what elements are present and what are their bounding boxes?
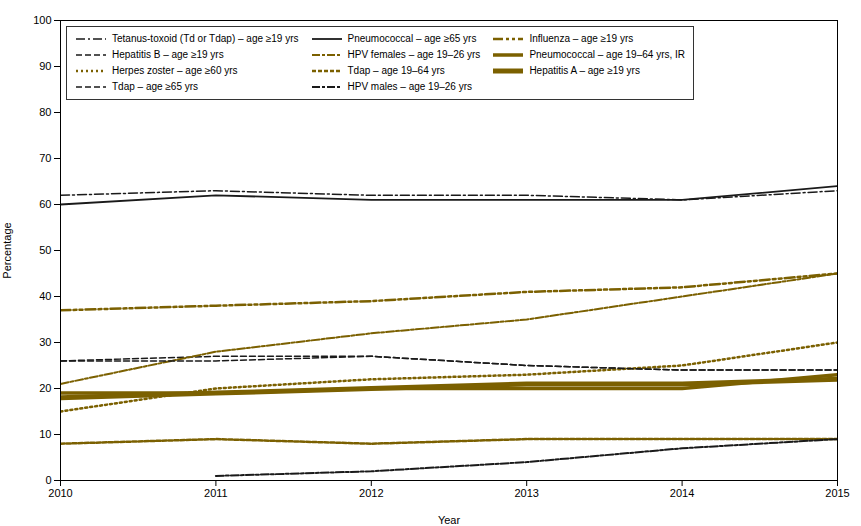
svg-text:Year: Year	[438, 514, 461, 526]
svg-text:100: 100	[33, 14, 51, 26]
svg-text:70: 70	[39, 152, 51, 164]
html-text:Pneumococcal – age ≥65 yrs: Pneumococcal – age ≥65 yrs	[347, 33, 477, 44]
svg-text:2010: 2010	[48, 487, 72, 499]
svg-text:2011: 2011	[204, 487, 228, 499]
html-text:Hepatitis A – age ≥19 yrs: Hepatitis A – age ≥19 yrs	[529, 65, 640, 76]
svg-text:2015: 2015	[825, 487, 849, 499]
svg-text:40: 40	[39, 290, 51, 302]
svg-text:2014: 2014	[670, 487, 694, 499]
svg-text:20: 20	[39, 382, 51, 394]
html-text:HPV males – age 19–26 yrs: HPV males – age 19–26 yrs	[347, 81, 472, 92]
svg-text:30: 30	[39, 336, 51, 348]
svg-text:2012: 2012	[359, 487, 383, 499]
svg-text:80: 80	[39, 106, 51, 118]
html-text:Tdap – age ≥65 yrs: Tdap – age ≥65 yrs	[112, 81, 199, 92]
html-text:Tdap – age 19–64 yrs: Tdap – age 19–64 yrs	[347, 65, 445, 76]
svg-text:90: 90	[39, 60, 51, 72]
svg-text:10: 10	[39, 428, 51, 440]
html-text:Influenza – age ≥19 yrs: Influenza – age ≥19 yrs	[529, 33, 634, 44]
html-text:Herpes zoster – age ≥60 yrs: Herpes zoster – age ≥60 yrs	[112, 65, 238, 76]
html-text:HPV females – age 19–26 yrs: HPV females – age 19–26 yrs	[347, 49, 481, 60]
html-text:Pneumococcal – age 19–64 yrs,: Pneumococcal – age 19–64 yrs, IR	[529, 49, 685, 60]
svg-text:2013: 2013	[514, 487, 538, 499]
html-text:Tetanus-toxoid (Td or Tdap) –: Tetanus-toxoid (Td or Tdap) – age ≥19 yr…	[112, 33, 299, 44]
svg-text:0: 0	[45, 474, 51, 486]
svg-text:50: 50	[39, 244, 51, 256]
html-text:Hepatitis B – age ≥19 yrs: Hepatitis B – age ≥19 yrs	[112, 49, 224, 60]
svg-text:Percentage: Percentage	[1, 222, 13, 278]
svg-text:60: 60	[39, 198, 51, 210]
